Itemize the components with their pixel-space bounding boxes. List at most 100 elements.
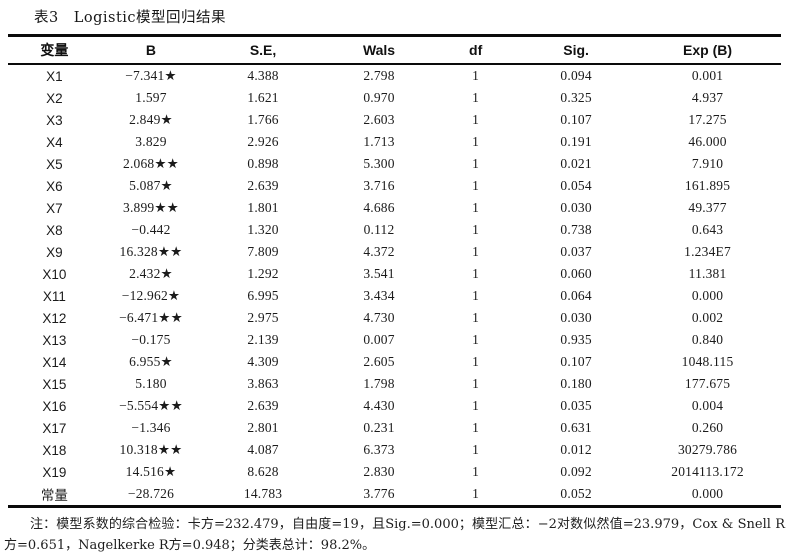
value-cell: 1 [472, 288, 480, 303]
value-cell: 0.037 [560, 244, 592, 259]
value-cell: 0.004 [691, 398, 724, 413]
value-cell: 0.631 [560, 420, 592, 435]
value-cell: −5.554★★ [119, 398, 183, 413]
value-cell: 4.372 [363, 244, 395, 259]
value-cell: 0.092 [560, 464, 592, 479]
table-row: X17 −1.346 2.801 0.231 1 0.631 0.260 [8, 417, 781, 439]
variable-cell: X16 [42, 398, 67, 414]
regression-results-table: 变量 B S.E, Wals df Sig. Exp (B) X1 −7.341★… [8, 34, 781, 508]
value-cell: 0.060 [560, 266, 592, 281]
table-row: X4 3.829 2.926 1.713 1 0.191 46.000 [8, 131, 781, 153]
value-cell: 2.849★ [129, 112, 173, 127]
value-cell: 2.432★ [129, 266, 173, 281]
col-header-b: B [100, 35, 202, 65]
value-cell: 1 [472, 266, 480, 281]
variable-cell: X9 [46, 244, 63, 260]
value-cell: 3.776 [363, 486, 395, 501]
value-cell: 6.995 [247, 288, 279, 303]
value-cell: 0.107 [560, 354, 592, 369]
value-cell: 2.605 [363, 354, 395, 369]
value-cell: 1.801 [247, 200, 279, 215]
table-row: X11 −12.962★ 6.995 3.434 1 0.064 0.000 [8, 285, 781, 307]
table-row: X7 3.899★★ 1.801 4.686 1 0.030 49.377 [8, 197, 781, 219]
col-header-expb: Exp (B) [634, 35, 781, 65]
paper-page: 表3 Logistic模型回归结果 变量 B S.E, Wals df Sig.… [0, 6, 789, 558]
value-cell: 10.318★★ [119, 442, 183, 457]
table-row: X12 −6.471★★ 2.975 4.730 1 0.030 0.002 [8, 307, 781, 329]
value-cell: 1 [472, 310, 480, 325]
value-cell: 4.937 [691, 90, 724, 105]
variable-cell: X4 [46, 134, 63, 150]
value-cell: 177.675 [684, 376, 731, 391]
value-cell: 0.107 [560, 112, 592, 127]
value-cell: 4.686 [363, 200, 395, 215]
value-cell: −28.726 [127, 486, 175, 501]
value-cell: 1 [472, 376, 480, 391]
value-cell: 0.007 [363, 332, 395, 347]
variable-cell: X6 [46, 178, 63, 194]
value-cell: 0.191 [560, 134, 592, 149]
col-header-sig: Sig. [518, 35, 635, 65]
value-cell: 3.863 [247, 376, 279, 391]
table-footnote: 注：模型系数的综合检验：卡方=232.479，自由度=19，且Sig.=0.00… [4, 517, 785, 553]
variable-cell: X2 [46, 90, 63, 106]
value-cell: 4.309 [247, 354, 279, 369]
table-title: 表3 Logistic模型回归结果 [34, 10, 227, 26]
value-cell: 0.643 [691, 222, 724, 237]
value-cell: 17.275 [688, 112, 727, 127]
value-cell: 46.000 [688, 134, 727, 149]
value-cell: 0.325 [560, 90, 592, 105]
value-cell: 1.766 [247, 112, 279, 127]
value-cell: 2.068★★ [123, 156, 179, 171]
value-cell: −0.175 [131, 332, 171, 347]
value-cell: 1.597 [135, 90, 167, 105]
value-cell: 0.000 [691, 486, 724, 501]
value-cell: 0.094 [560, 68, 592, 83]
value-cell: 6.955★ [129, 354, 173, 369]
value-cell: 0.898 [247, 156, 279, 171]
value-cell: 1 [472, 222, 480, 237]
variable-cell: X17 [42, 420, 67, 436]
value-cell: 0.054 [560, 178, 592, 193]
value-cell: 1048.115 [681, 354, 734, 369]
table-row: X16 −5.554★★ 2.639 4.430 1 0.035 0.004 [8, 395, 781, 417]
value-cell: 4.430 [363, 398, 395, 413]
table-row: X2 1.597 1.621 0.970 1 0.325 4.937 [8, 87, 781, 109]
table-row: X19 14.516★ 8.628 2.830 1 0.092 2014113.172 [8, 461, 781, 483]
value-cell: 3.899★★ [123, 200, 179, 215]
col-header-variable: 变量 [8, 35, 101, 65]
value-cell: 3.434 [363, 288, 395, 303]
value-cell: 2.798 [363, 68, 395, 83]
variable-cell: X14 [42, 354, 67, 370]
value-cell: 8.628 [247, 464, 279, 479]
table-row: X18 10.318★★ 4.087 6.373 1 0.012 30279.786 [8, 439, 781, 461]
value-cell: 2.801 [247, 420, 279, 435]
value-cell: 0.935 [560, 332, 592, 347]
value-cell: 0.180 [560, 376, 592, 391]
value-cell: 5.180 [135, 376, 167, 391]
value-cell: −0.442 [131, 222, 171, 237]
value-cell: 2.603 [363, 112, 395, 127]
variable-cell: X1 [46, 68, 63, 84]
value-cell: 0.035 [560, 398, 592, 413]
value-cell: 1 [472, 200, 480, 215]
table-row: X13 −0.175 2.139 0.007 1 0.935 0.840 [8, 329, 781, 351]
value-cell: 14.516★ [125, 464, 177, 479]
value-cell: 16.328★★ [119, 244, 183, 259]
value-cell: 0.112 [363, 222, 395, 237]
value-cell: 14.783 [243, 486, 283, 501]
variable-cell: X13 [42, 332, 67, 348]
value-cell: 3.829 [135, 134, 167, 149]
value-cell: 30279.786 [677, 442, 738, 457]
value-cell: −1.346 [131, 420, 171, 435]
table-row: X8 −0.442 1.320 0.112 1 0.738 0.643 [8, 219, 781, 241]
value-cell: 0.002 [691, 310, 724, 325]
variable-cell: X5 [46, 156, 63, 172]
value-cell: 1 [472, 442, 480, 457]
value-cell: 4.730 [363, 310, 395, 325]
value-cell: 7.809 [247, 244, 279, 259]
value-cell: 0.052 [560, 486, 592, 501]
variable-cell: X7 [46, 200, 63, 216]
value-cell: 1 [472, 134, 480, 149]
value-cell: 1 [472, 420, 480, 435]
